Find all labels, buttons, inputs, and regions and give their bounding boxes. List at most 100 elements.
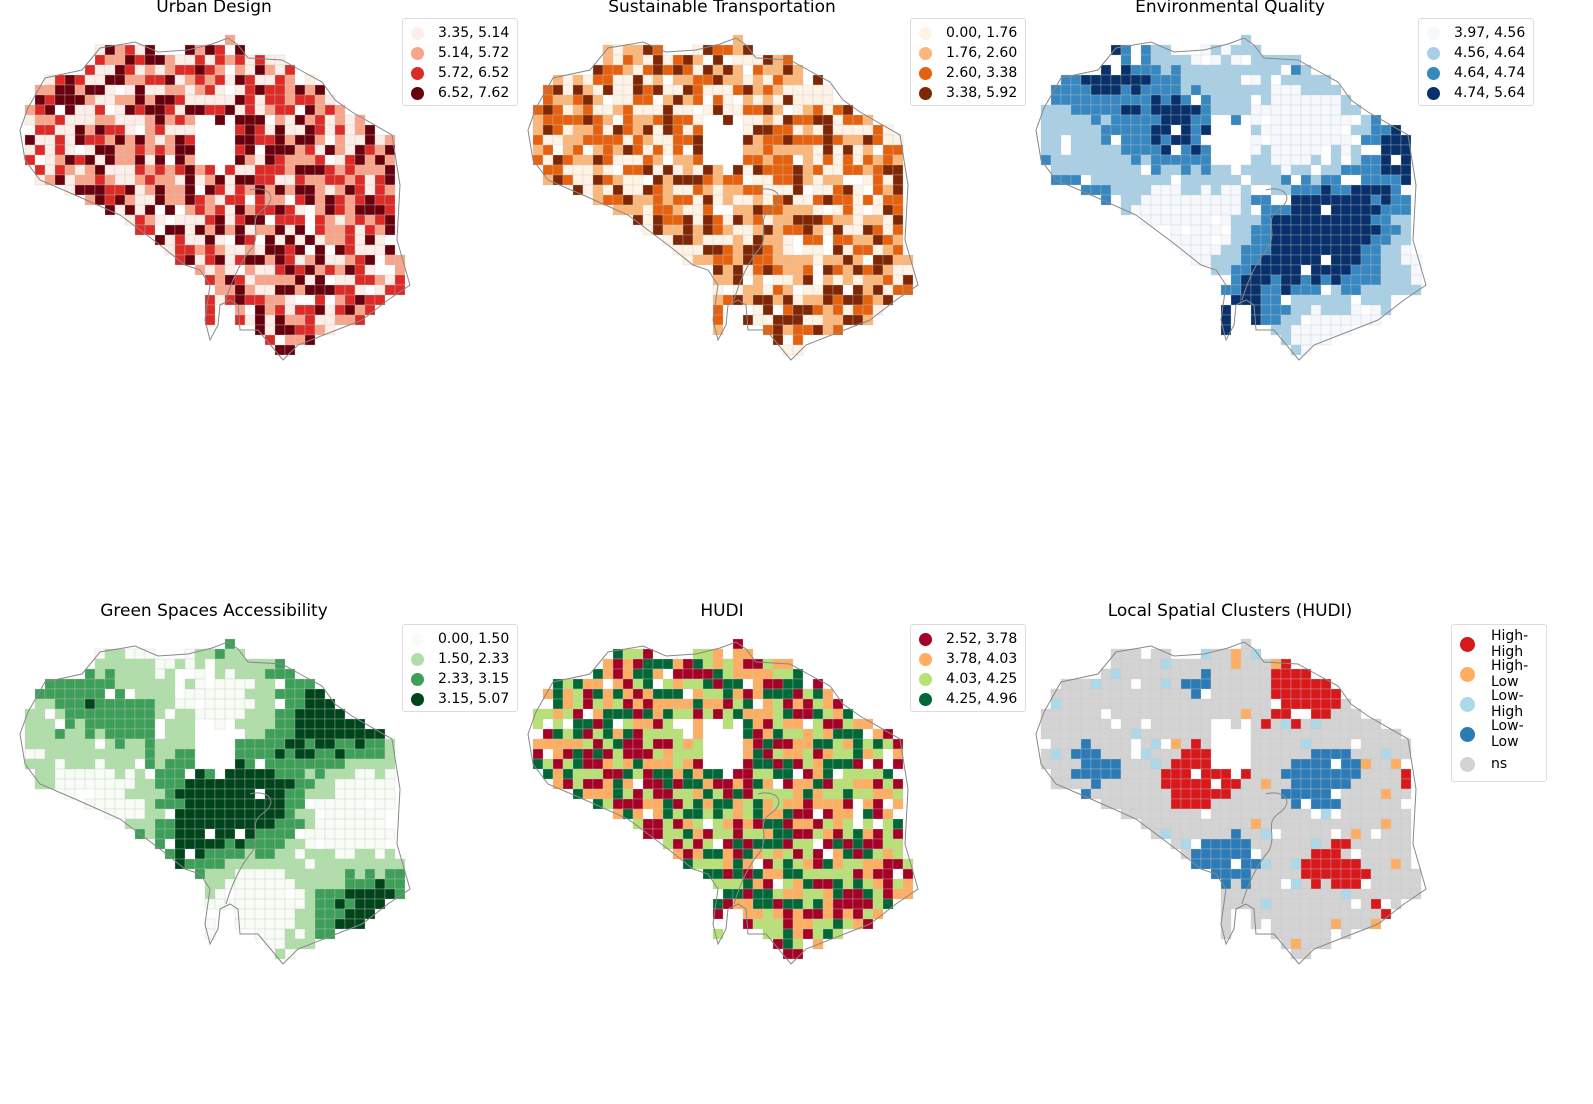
- grid-cell: [602, 154, 614, 166]
- grid-cell: [872, 154, 884, 166]
- grid-cell: [1340, 304, 1352, 316]
- grid-cell: [354, 898, 366, 910]
- grid-cell: [882, 778, 894, 790]
- grid-cell: [1180, 668, 1192, 680]
- grid-cell: [772, 678, 784, 690]
- grid-cell: [344, 778, 356, 790]
- grid-cell: [1320, 234, 1332, 246]
- grid-cell: [274, 104, 286, 116]
- grid-cell: [364, 848, 376, 860]
- grid-cell: [1270, 918, 1282, 930]
- grid-cell: [612, 104, 624, 116]
- grid-cell: [84, 184, 96, 196]
- grid-cell: [244, 868, 256, 880]
- grid-cell: [782, 174, 794, 186]
- grid-cell: [1200, 668, 1212, 680]
- grid-cell: [194, 194, 206, 206]
- grid-cell: [622, 94, 634, 106]
- grid-cell: [1320, 688, 1332, 700]
- grid-cell: [274, 818, 286, 830]
- grid-cell: [284, 164, 296, 176]
- grid-cell: [364, 154, 376, 166]
- grid-cell: [294, 898, 306, 910]
- grid-cell: [144, 828, 156, 840]
- grid-cell: [1270, 124, 1282, 136]
- grid-cell: [672, 214, 684, 226]
- grid-cell: [1140, 688, 1152, 700]
- grid-cell: [1090, 174, 1102, 186]
- grid-cell: [194, 848, 206, 860]
- grid-cell: [752, 264, 764, 276]
- grid-cell: [772, 798, 784, 810]
- grid-cell: [892, 758, 904, 770]
- grid-cell: [1230, 698, 1242, 710]
- grid-cell: [692, 828, 704, 840]
- grid-cell: [1290, 344, 1302, 356]
- grid-cell: [582, 698, 594, 710]
- grid-cell: [1060, 728, 1072, 740]
- grid-cell: [1080, 778, 1092, 790]
- grid-cell: [284, 284, 296, 296]
- grid-cell: [722, 64, 734, 76]
- grid-cell: [1260, 264, 1272, 276]
- grid-cell: [1310, 274, 1322, 286]
- grid-cell: [1370, 798, 1382, 810]
- grid-cell: [802, 808, 814, 820]
- grid-cell: [284, 274, 296, 286]
- grid-cell: [1170, 54, 1182, 66]
- grid-cell: [1240, 778, 1252, 790]
- grid-cell: [1190, 244, 1202, 256]
- legend-label: 2.52, 3.78: [946, 631, 1018, 647]
- grid-cell: [1370, 838, 1382, 850]
- grid-cell: [294, 334, 306, 346]
- grid-cell: [184, 74, 196, 86]
- grid-cell: [1290, 718, 1302, 730]
- grid-cell: [1110, 678, 1122, 690]
- grid-cell: [1320, 738, 1332, 750]
- grid-cell: [244, 284, 256, 296]
- grid-cell: [652, 828, 664, 840]
- grid-cell: [592, 688, 604, 700]
- grid-cell: [1130, 174, 1142, 186]
- grid-cell: [1300, 94, 1312, 106]
- grid-cell: [812, 194, 824, 206]
- grid-cell: [1320, 798, 1332, 810]
- grid-cell: [752, 758, 764, 770]
- grid-cell: [94, 658, 106, 670]
- grid-cell: [1310, 938, 1322, 950]
- grid-cell: [314, 294, 326, 306]
- grid-cell: [254, 274, 266, 286]
- grid-cell: [872, 798, 884, 810]
- grid-cell: [752, 728, 764, 740]
- grid-cell: [662, 698, 674, 710]
- grid-cell: [602, 798, 614, 810]
- grid-cell: [882, 154, 894, 166]
- grid-cell: [762, 234, 774, 246]
- grid-cell: [234, 154, 246, 166]
- grid-cell: [722, 274, 734, 286]
- grid-cell: [1060, 154, 1072, 166]
- grid-cell: [792, 274, 804, 286]
- grid-cell: [1260, 234, 1272, 246]
- grid-cell: [802, 858, 814, 870]
- grid-cell: [254, 134, 266, 146]
- grid-cell: [1090, 164, 1102, 176]
- grid-cell: [672, 758, 684, 770]
- grid-cell: [1300, 768, 1312, 780]
- grid-cell: [562, 738, 574, 750]
- grid-cell: [852, 758, 864, 770]
- grid-cell: [54, 94, 66, 106]
- grid-cell: [154, 768, 166, 780]
- grid-cell: [1210, 74, 1222, 86]
- grid-cell: [1350, 214, 1362, 226]
- grid-cell: [84, 84, 96, 96]
- grid-cell: [294, 144, 306, 156]
- grid-cell: [1330, 918, 1342, 930]
- grid-cell: [1110, 144, 1122, 156]
- grid-cell: [164, 184, 176, 196]
- grid-cell: [712, 294, 724, 306]
- grid-cell: [1320, 134, 1332, 146]
- grid-cell: [224, 194, 236, 206]
- legend-swatch: [919, 26, 932, 40]
- grid-cell: [294, 768, 306, 780]
